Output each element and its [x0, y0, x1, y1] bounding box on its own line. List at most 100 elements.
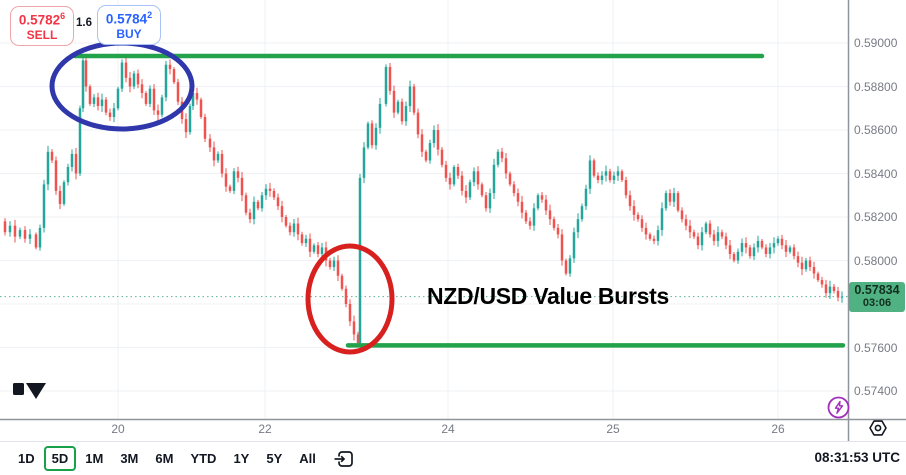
candle-body: [348, 304, 352, 322]
time-tick-label: 24: [441, 422, 455, 436]
sell-button[interactable]: 0.57826 SELL: [10, 6, 74, 46]
range-button-1d[interactable]: 1D: [18, 451, 35, 466]
range-button-ytd[interactable]: YTD: [190, 451, 217, 466]
candle-body: [700, 232, 704, 246]
candle-body: [632, 206, 636, 215]
candle-body: [88, 86, 92, 104]
candle-body: [692, 232, 696, 237]
candle-body: [340, 275, 344, 289]
candle-body: [208, 138, 212, 148]
candle-body: [132, 73, 136, 87]
candle-body: [358, 177, 362, 344]
range-button-5d[interactable]: 5D: [43, 446, 77, 471]
candle-body: [748, 247, 752, 257]
candle-body: [552, 219, 556, 228]
gear-icon[interactable]: [867, 417, 889, 439]
candle-body: [828, 286, 832, 294]
chart-annotation-title: NZD/USD Value Bursts: [427, 283, 669, 309]
candle-body: [628, 195, 632, 207]
candle-body: [236, 171, 240, 178]
candle-body: [272, 190, 276, 198]
candle-body: [328, 260, 332, 268]
candle-body: [84, 60, 88, 87]
candle-body: [484, 195, 488, 209]
candle-body: [544, 199, 548, 211]
candle-body: [652, 238, 656, 241]
candle-body: [374, 127, 378, 146]
candle-body: [612, 175, 616, 181]
candle-body: [404, 106, 408, 122]
bar-countdown: 03:06: [862, 297, 892, 309]
candle-body: [300, 234, 304, 244]
candle-body: [476, 171, 480, 185]
candle-body: [252, 201, 256, 220]
range-button-all[interactable]: All: [299, 451, 316, 466]
go-to-date-icon: [334, 450, 353, 467]
lightning-icon[interactable]: [827, 396, 850, 419]
candle-body: [500, 151, 504, 159]
candle-body: [568, 258, 572, 274]
candle-body: [564, 260, 568, 274]
candle-body: [356, 334, 360, 344]
candle-body: [92, 97, 96, 104]
sell-label: SELL: [26, 27, 58, 42]
candle-body: [284, 217, 288, 226]
candle-body: [540, 195, 544, 200]
candle-body: [804, 260, 808, 270]
candle-body: [70, 153, 74, 167]
range-button-1m[interactable]: 1M: [85, 451, 104, 466]
buy-button[interactable]: 0.57842 BUY: [97, 5, 161, 45]
candle-body: [616, 171, 620, 176]
candle-body: [224, 173, 228, 187]
candle-body: [788, 247, 792, 252]
candle-body: [792, 247, 796, 257]
candle-body: [752, 247, 756, 257]
candle-body: [536, 195, 540, 209]
time-tick-label: 20: [111, 422, 125, 436]
candle-body: [23, 230, 27, 239]
candle-body: [468, 182, 472, 198]
candle-body: [524, 212, 528, 222]
annotation-ellipse[interactable]: [305, 243, 395, 355]
range-button-6m[interactable]: 6M: [155, 451, 174, 466]
candle-body: [276, 197, 280, 207]
candle-body: [596, 175, 600, 181]
range-button-3m[interactable]: 3M: [120, 451, 139, 466]
sell-price-fraction: 6: [60, 11, 66, 21]
candle-body: [492, 164, 496, 194]
candle-body: [724, 236, 728, 246]
candle-body: [332, 260, 336, 268]
candle-body: [184, 119, 188, 133]
candle-body: [704, 223, 708, 233]
candle-body: [62, 182, 66, 204]
candle-body: [556, 227, 560, 235]
go-to-date-button[interactable]: [333, 448, 355, 470]
candle-body: [362, 147, 366, 178]
candle-body: [836, 290, 840, 298]
range-button-5y[interactable]: 5Y: [266, 451, 283, 466]
spread-value: 1.6: [76, 17, 92, 29]
time-tick-label: 25: [606, 422, 620, 436]
candle-body: [796, 256, 800, 263]
candle-body: [800, 262, 804, 270]
price-chart-canvas[interactable]: [0, 0, 906, 441]
candle-body: [212, 147, 216, 161]
candle-body: [78, 108, 82, 174]
candle-body: [756, 240, 760, 248]
price-tick-label: 0.58000: [854, 253, 898, 268]
candle-body: [144, 93, 148, 104]
candle-body: [81, 60, 85, 109]
tradingview-logo-icon[interactable]: [13, 383, 49, 400]
candle-body: [604, 171, 608, 176]
candle-body: [388, 66, 392, 91]
candle-body: [203, 116, 207, 139]
candle-body: [432, 130, 436, 144]
candle-body: [172, 69, 176, 83]
candle-body: [812, 267, 816, 274]
candle-body: [732, 253, 736, 261]
range-button-1y[interactable]: 1Y: [233, 451, 250, 466]
candle-body: [580, 206, 584, 220]
candle-body: [608, 171, 612, 181]
price-tick-label: 0.58800: [854, 79, 898, 94]
